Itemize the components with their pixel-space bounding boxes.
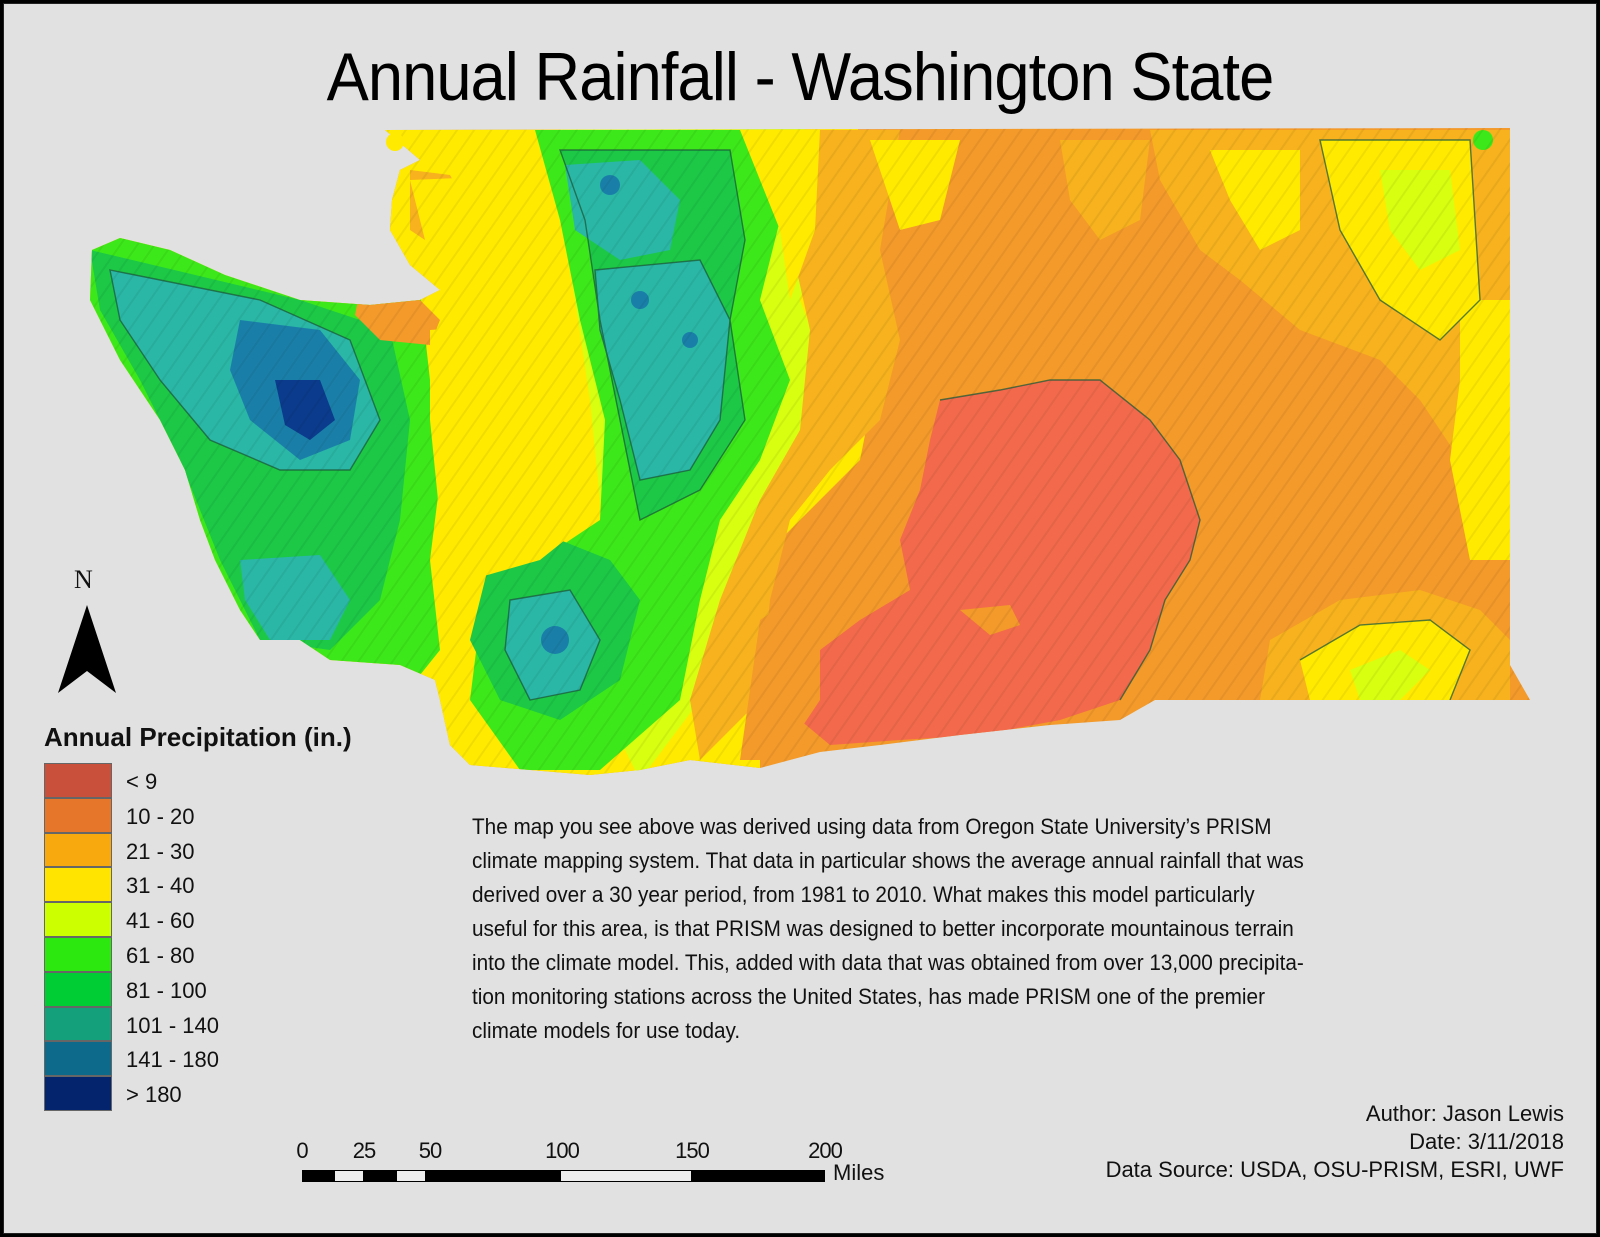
description-line: useful for this area, is that PRISM was … [472, 916, 1294, 941]
legend-swatch [44, 763, 112, 798]
scale-tick-label: 0 [296, 1138, 308, 1163]
north-arrow-icon [58, 605, 116, 693]
legend-item: 21 - 30 [44, 832, 352, 868]
legend-item: 141 - 180 [44, 1041, 352, 1077]
legend-item: 41 - 60 [44, 902, 352, 937]
legend-label: 41 - 60 [126, 908, 195, 934]
legend-label: 31 - 40 [126, 873, 195, 899]
legend-swatch [44, 971, 112, 1007]
map-title: Annual Rainfall - Washington State [326, 39, 1275, 115]
scale-tick-label: 50 [418, 1138, 443, 1163]
legend-label: 101 - 140 [126, 1012, 219, 1038]
map-credits: Author: Jason Lewis Date: 3/11/2018 Data… [1106, 1100, 1564, 1184]
legend-classes: < 9 10 - 20 21 - 30 31 - 40 41 - 60 61 -… [44, 763, 352, 1111]
description-line: climate mapping system. That data in par… [472, 848, 1304, 873]
legend-label: > 180 [126, 1082, 182, 1108]
description-line: climate models for use today. [472, 1018, 741, 1043]
scale-bar: 0 25 50 100 150 200 Miles [296, 1138, 900, 1198]
legend-label: 81 - 100 [126, 977, 207, 1003]
legend-swatch [44, 867, 112, 903]
legend-item: 101 - 140 [44, 1006, 352, 1042]
legend-label: < 9 [126, 769, 158, 794]
legend-item: < 9 [44, 763, 352, 798]
scale-tick-label: 150 [675, 1138, 710, 1163]
scale-segment [334, 1170, 364, 1182]
description-line: derived over a 30 year period, from 1981… [472, 882, 1255, 907]
description-line: into the climate model. This, added with… [472, 950, 1304, 975]
legend-swatch [44, 1006, 112, 1042]
scale-segment [302, 1170, 334, 1182]
legend-label: 141 - 180 [126, 1047, 219, 1073]
legend-label: 10 - 20 [126, 803, 195, 829]
map-description: The map you see above was derived using … [472, 810, 1552, 1048]
date-credit: Date: 3/11/2018 [1409, 1129, 1564, 1154]
data-source-credit: Data Source: USDA, OSU-PRISM, ESRI, UWF [1105, 1157, 1564, 1182]
legend-item: 61 - 80 [44, 936, 352, 972]
scale-segment [396, 1170, 426, 1182]
legend-item: 31 - 40 [44, 867, 352, 903]
scale-segment [692, 1170, 825, 1182]
author-credit: Author: Jason Lewis [1365, 1101, 1564, 1126]
scale-segment [560, 1170, 692, 1182]
scale-segment [364, 1170, 396, 1182]
description-line: tion monitoring stations across the Unit… [472, 984, 1265, 1009]
legend-swatch [44, 832, 112, 868]
scale-tick-label: 25 [352, 1138, 377, 1163]
legend-swatch [44, 797, 112, 833]
description-line: The map you see above was derived using … [472, 814, 1272, 839]
north-arrow: N [52, 565, 122, 695]
legend-label: 21 - 30 [126, 838, 195, 864]
precipitation-legend: Annual Precipitation (in.) < 9 10 - 20 2… [44, 722, 352, 1111]
scale-segment [426, 1170, 560, 1182]
legend-title: Annual Precipitation (in.) [44, 722, 352, 752]
scale-tick-label: 100 [545, 1138, 580, 1163]
legend-label: 61 - 80 [126, 942, 195, 968]
legend-swatch [44, 1041, 112, 1077]
north-label: N [74, 565, 93, 594]
scale-tick-label: 200 [808, 1138, 843, 1163]
legend-swatch [44, 902, 112, 937]
legend-item: 81 - 100 [44, 971, 352, 1007]
legend-item: > 180 [44, 1076, 352, 1111]
legend-swatch [44, 1076, 112, 1111]
legend-item: 10 - 20 [44, 797, 352, 833]
legend-swatch [44, 936, 112, 972]
scale-unit: Miles [833, 1160, 885, 1185]
